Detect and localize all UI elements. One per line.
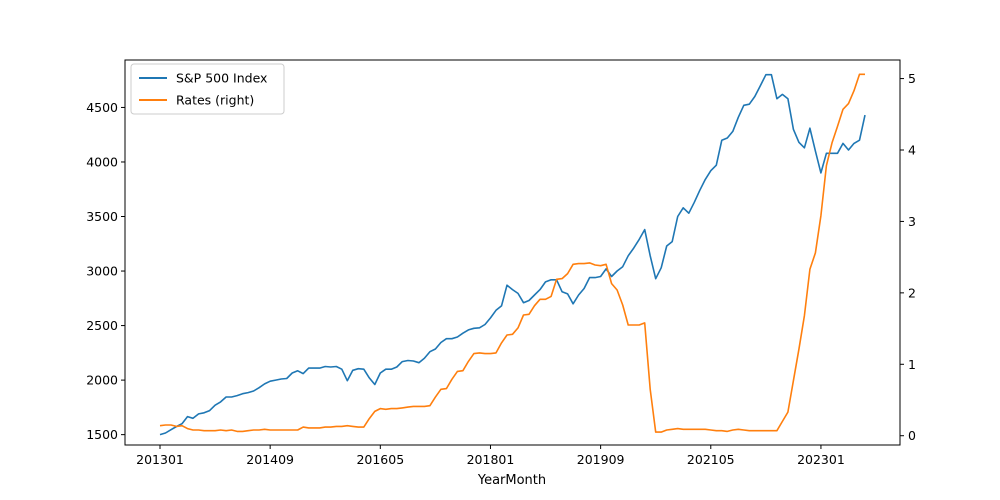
y-left-tick-label: 2000 (86, 373, 118, 388)
x-axis-title: YearMonth (477, 473, 546, 488)
y-right-tick-label: 5 (908, 71, 916, 86)
x-tick-label: 202105 (687, 452, 735, 467)
plot-area (159, 73, 866, 436)
x-tick-label: 201301 (136, 452, 184, 467)
legend: S&P 500 Index Rates (right) (130, 63, 285, 115)
y-left-tick-label: 1500 (86, 427, 118, 442)
legend-box (130, 63, 285, 115)
y-right-tick-label: 1 (908, 357, 916, 372)
series-line-sp500 (159, 73, 866, 436)
x-tick-label: 201909 (577, 452, 625, 467)
plot-frame (124, 59, 901, 446)
x-tick-label: 201801 (467, 452, 515, 467)
legend-label-sp500: S&P 500 Index (176, 71, 267, 86)
y-right-tick-label: 4 (908, 143, 916, 158)
x-tick-label: 201409 (246, 452, 294, 467)
y-right-tick-label: 3 (908, 214, 916, 229)
legend-label-rates: Rates (right) (176, 93, 254, 108)
y-left-tick-label: 3500 (86, 209, 118, 224)
x-tick-label: 202301 (797, 452, 845, 467)
x-tick-label: 201605 (356, 452, 404, 467)
axes: 1500 2000 2500 3000 3500 4000 4500 0 1 2 3 4 5 201301… (86, 59, 916, 467)
series-line-rates (159, 73, 865, 433)
y-left-tick-label: 4000 (86, 154, 118, 169)
y-left-tick-label: 2500 (86, 318, 118, 333)
y-right-tick-label: 2 (908, 285, 916, 300)
y-right-tick-label: 0 (908, 428, 916, 443)
y-left-tick-label: 3000 (86, 264, 118, 279)
y-left-tick-label: 4500 (86, 100, 118, 115)
